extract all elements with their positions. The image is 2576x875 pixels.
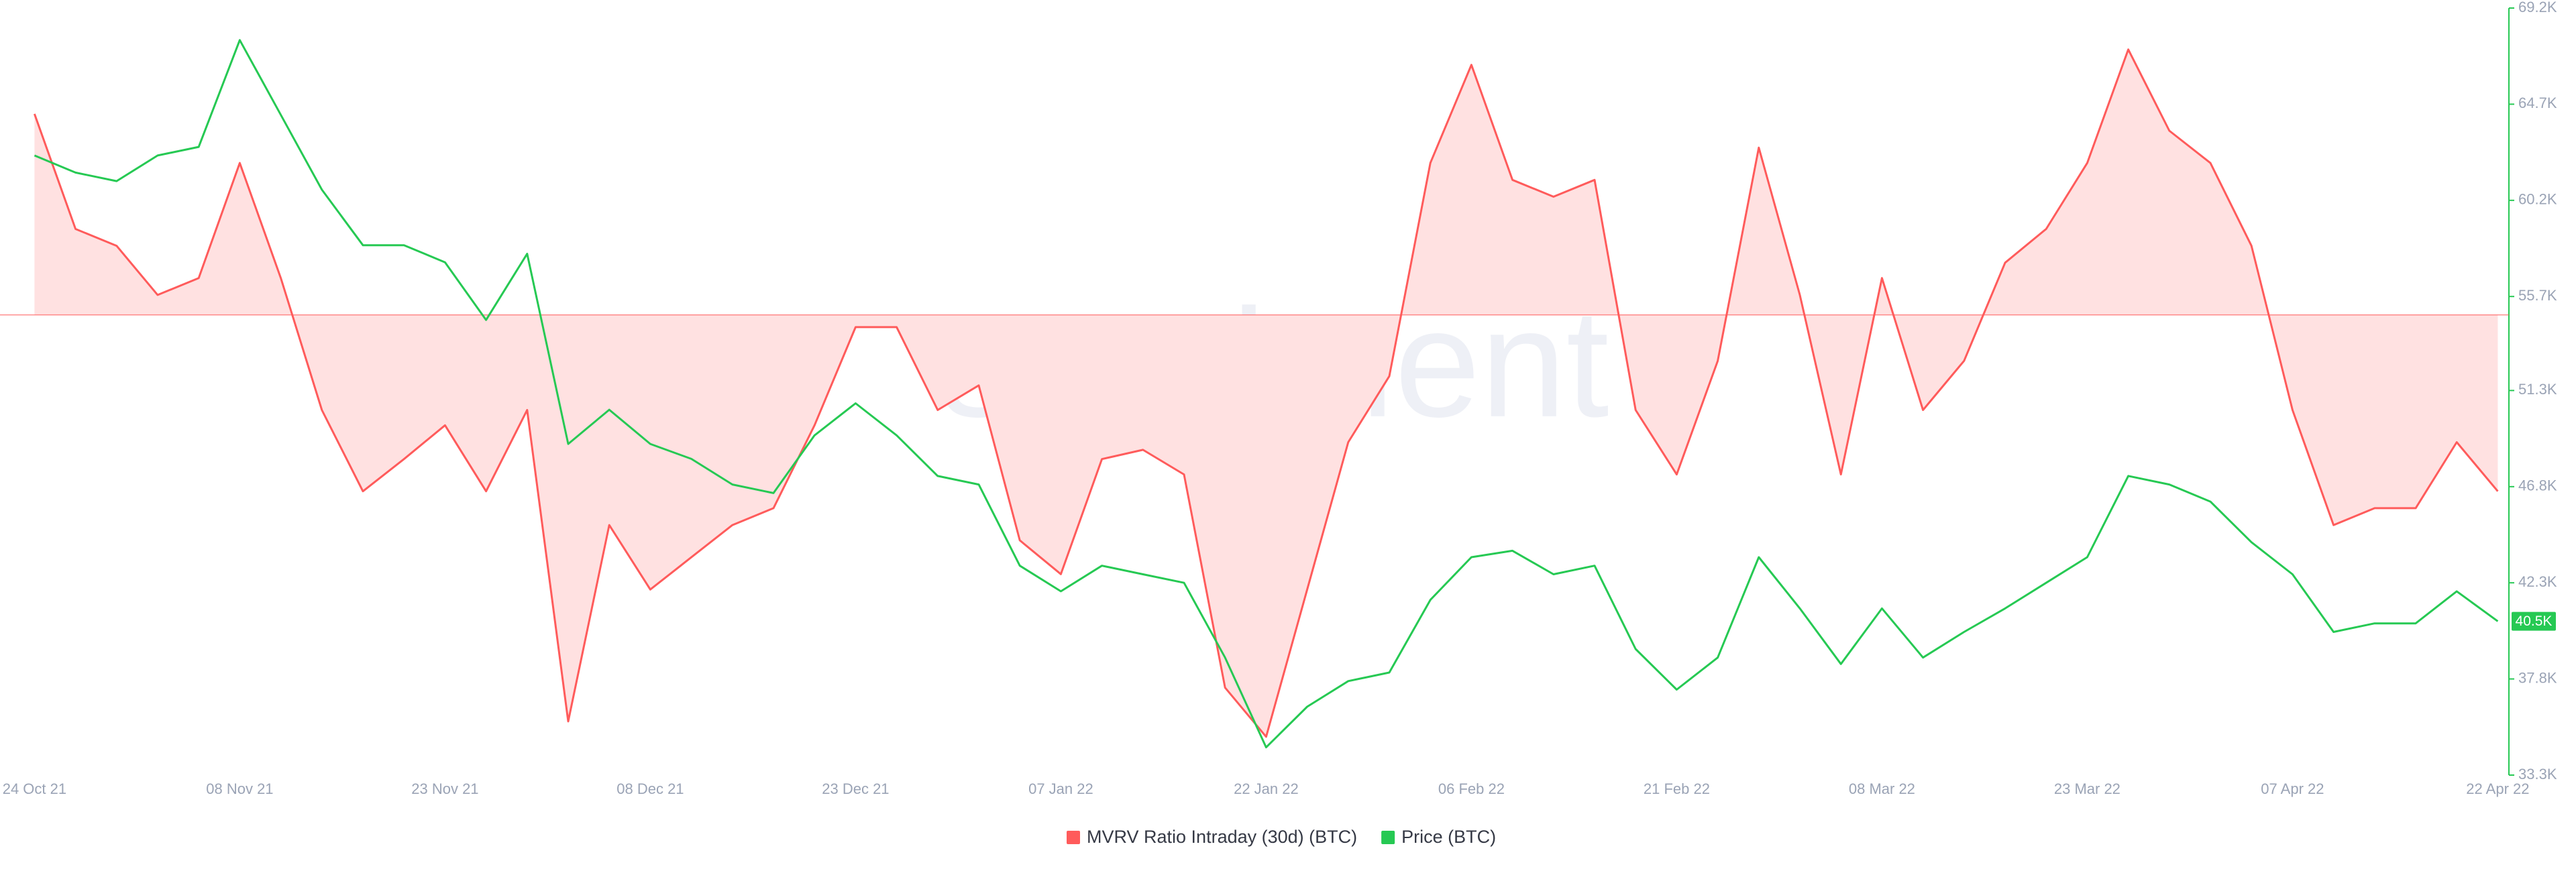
legend-label: Price (BTC) bbox=[1401, 827, 1496, 847]
last-value-box bbox=[2512, 611, 2556, 631]
y2-tick-label: 46.8K bbox=[2518, 477, 2557, 494]
x-tick-label: 08 Dec 21 bbox=[616, 780, 684, 797]
y2-tick-label: 55.7K bbox=[2518, 287, 2557, 304]
x-tick-label: 07 Apr 22 bbox=[2261, 780, 2324, 797]
x-tick-label: 24 Oct 21 bbox=[3, 780, 66, 797]
legend-label: MVRV Ratio Intraday (30d) (BTC) bbox=[1087, 827, 1357, 847]
x-tick-label: 22 Apr 22 bbox=[2466, 780, 2529, 797]
y2-tick-label: 33.3K bbox=[2518, 766, 2557, 782]
x-tick-label: 21 Feb 22 bbox=[1644, 780, 1710, 797]
series-line bbox=[33, 48, 2499, 738]
legend-swatch bbox=[1067, 831, 1080, 844]
x-tick-label: 08 Mar 22 bbox=[1849, 780, 1915, 797]
series-line bbox=[34, 39, 2499, 749]
x-tick-label: 22 Jan 22 bbox=[1234, 780, 1299, 797]
area-fill bbox=[34, 49, 2498, 737]
legend-swatch bbox=[1381, 831, 1395, 844]
y2-tick-label: 69.2K bbox=[2518, 0, 2557, 15]
x-tick-label: 23 Mar 22 bbox=[2054, 780, 2121, 797]
y2-tick-label: 37.8K bbox=[2518, 669, 2557, 686]
y2-tick-label: 64.7K bbox=[2518, 95, 2557, 111]
y2-tick-label: 42.3K bbox=[2518, 573, 2557, 590]
x-tick-label: 23 Dec 21 bbox=[822, 780, 889, 797]
x-tick-label: 06 Feb 22 bbox=[1438, 780, 1505, 797]
x-tick-label: 07 Jan 22 bbox=[1028, 780, 1093, 797]
x-tick-label: 08 Nov 21 bbox=[206, 780, 273, 797]
x-tick-label: 23 Nov 21 bbox=[411, 780, 478, 797]
last-value-label: 40.5K bbox=[2516, 614, 2553, 629]
y2-tick-label: 51.3K bbox=[2518, 381, 2557, 398]
y2-tick-label: 60.2K bbox=[2518, 191, 2557, 208]
